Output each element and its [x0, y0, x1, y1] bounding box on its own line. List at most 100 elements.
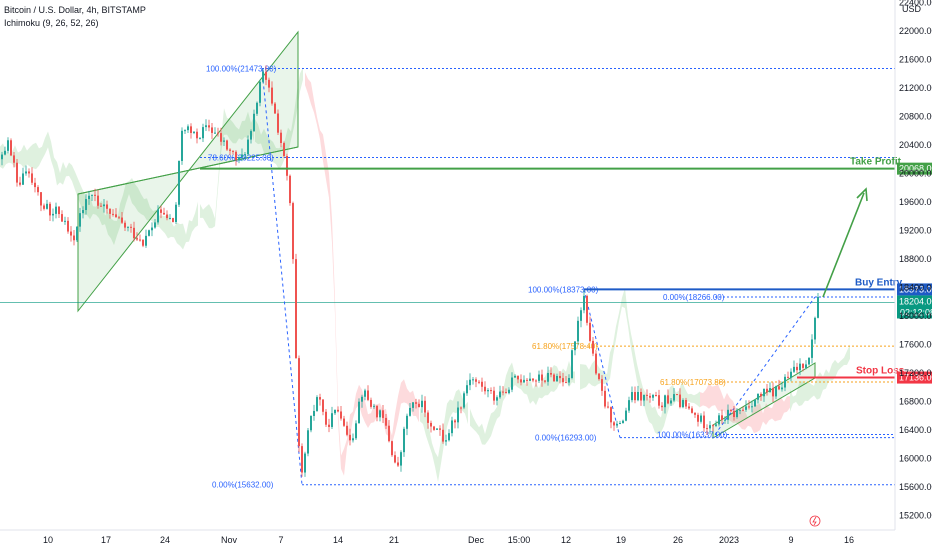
candle-down — [289, 175, 291, 204]
candle-down — [160, 209, 162, 213]
candle-down — [40, 192, 42, 206]
candle-down — [286, 155, 288, 176]
candle-up — [781, 387, 783, 390]
time-tick-label: Nov — [221, 535, 238, 545]
fib-level-label: 0.00%(15632.00) — [212, 481, 274, 490]
candle-down — [28, 171, 30, 174]
fib-diagonal — [714, 296, 816, 435]
candle-down — [592, 340, 594, 354]
candle-up — [448, 433, 450, 441]
candle-up — [511, 377, 513, 390]
candle-up — [664, 395, 666, 408]
candle-up — [619, 423, 621, 425]
candle-down — [730, 409, 732, 411]
candle-up — [814, 317, 816, 340]
candle-up — [151, 227, 153, 231]
candle-up — [364, 390, 366, 397]
price-tick-label: 16000.00 — [899, 454, 932, 464]
candle-up — [373, 405, 375, 407]
candle-down — [382, 410, 384, 418]
candle-down — [691, 408, 693, 413]
candle-up — [451, 420, 453, 434]
candle-up — [700, 415, 702, 422]
candle-down — [73, 235, 75, 241]
candle-down — [661, 405, 663, 408]
candle-down — [349, 434, 351, 441]
candle-down — [535, 380, 537, 382]
candle-down — [328, 424, 330, 427]
time-tick-label: 9 — [788, 535, 793, 545]
candle-down — [133, 227, 135, 239]
candle-down — [475, 379, 477, 382]
candle-up — [331, 413, 333, 427]
candle-down — [526, 379, 528, 381]
candle-up — [313, 410, 315, 416]
candle-down — [640, 391, 642, 401]
candle-up — [547, 372, 549, 382]
candle-down — [505, 391, 507, 394]
fib-diagonal — [261, 68, 303, 485]
channel-mid-line — [77, 146, 299, 195]
candle-up — [538, 374, 540, 381]
price-tick-label: 18800.00 — [899, 254, 932, 264]
candle-up — [637, 391, 639, 401]
price-tag-value: 17136.00 — [899, 373, 932, 383]
candle-down — [397, 462, 399, 466]
candle-down — [703, 415, 705, 429]
candle-up — [352, 438, 354, 441]
candle-up — [583, 295, 585, 311]
candle-up — [625, 410, 627, 421]
candle-up — [361, 396, 363, 402]
bearish-cloud — [305, 72, 419, 476]
time-tick-label: 19 — [616, 535, 626, 545]
candle-up — [799, 363, 801, 371]
target-arrow — [822, 192, 865, 298]
candle-down — [139, 239, 141, 241]
candle-up — [157, 209, 159, 223]
candle-down — [439, 428, 441, 430]
price-tick-label: 20000.00 — [899, 169, 932, 179]
price-tick-label: 18000.00 — [899, 311, 932, 321]
candle-down — [607, 406, 609, 408]
candle-down — [688, 406, 690, 409]
candle-down — [61, 214, 63, 222]
price-tick-label: 20800.00 — [899, 112, 932, 122]
candle-down — [265, 71, 267, 80]
candle-down — [172, 218, 174, 222]
candle-down — [226, 140, 228, 150]
fib-level-label: 100.00%(18373.00) — [528, 285, 599, 294]
candle-up — [718, 415, 720, 425]
candle-up — [727, 409, 729, 420]
trade-annotation-label: Buy Entry — [855, 277, 903, 288]
candle-up — [745, 406, 747, 410]
candle-down — [595, 353, 597, 374]
candle-up — [244, 154, 246, 156]
candle-down — [277, 113, 279, 133]
price-tick-label: 16400.00 — [899, 425, 932, 435]
candle-down — [109, 208, 111, 214]
candle-up — [793, 366, 795, 372]
candle-down — [142, 239, 144, 246]
candle-down — [220, 133, 222, 142]
candle-down — [490, 390, 492, 392]
candle-up — [1, 154, 3, 160]
chart-symbol-title: Bitcoin / U.S. Dollar, 4h, BITSTAMP — [4, 5, 146, 15]
candle-down — [748, 406, 750, 408]
candle-down — [541, 374, 543, 381]
candle-down — [130, 226, 132, 228]
candle-up — [82, 210, 84, 214]
candle-down — [721, 415, 723, 420]
candle-up — [64, 220, 66, 222]
candle-down — [232, 150, 234, 152]
candle-down — [229, 149, 231, 151]
candle-down — [772, 388, 774, 397]
price-tag-value: 20068.00 — [899, 164, 932, 174]
candle-up — [184, 130, 186, 132]
target-arrow-head — [856, 187, 868, 202]
candle-down — [502, 391, 504, 393]
candle-down — [667, 395, 669, 404]
trade-annotation-label: Stop Loss — [856, 366, 905, 377]
candle-up — [556, 375, 558, 382]
candle-up — [175, 204, 177, 222]
